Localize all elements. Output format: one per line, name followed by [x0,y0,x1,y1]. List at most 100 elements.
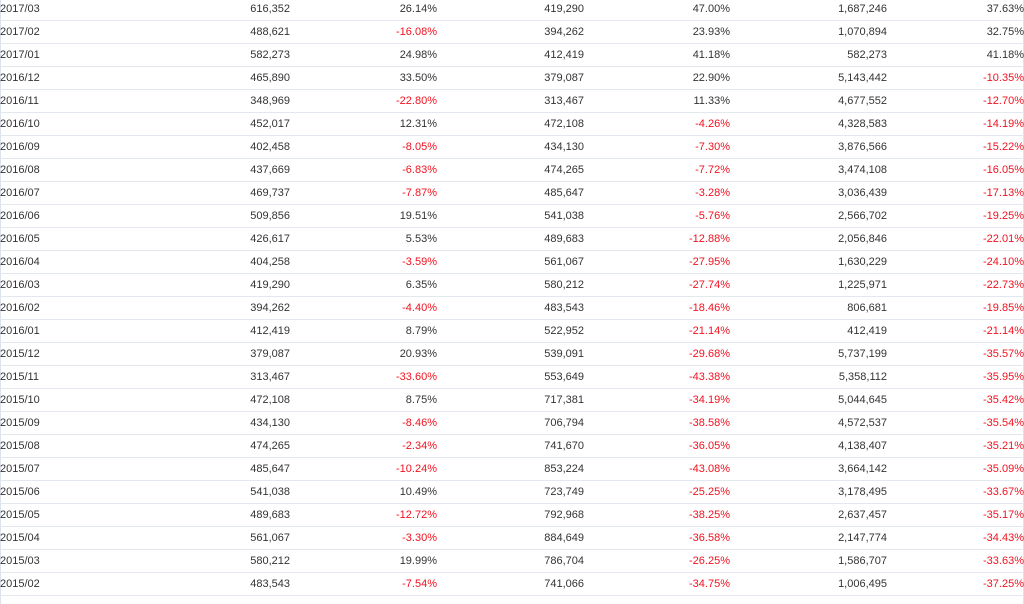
change-1-cell: 6.35% [290,273,437,297]
value-1-cell: 394,262 [120,296,290,320]
value-2-cell: 884,649 [437,526,584,550]
value-3-cell: 4,677,552 [730,89,887,113]
month-cell: 2015/11 [0,365,120,389]
change-3-cell: -21.14% [887,319,1024,343]
change-3-cell: -19.25% [887,204,1024,228]
change-1-cell: -16.08% [290,20,437,44]
change-1-cell: 24.98% [290,43,437,67]
table-row: 2015/06 541,038 10.49% 723,749 -25.25% 3,178,… [0,480,1024,504]
value-2-cell: 485,647 [437,181,584,205]
value-1-cell: 379,087 [120,342,290,366]
value-2-cell: 394,262 [437,20,584,44]
change-3-cell: -15.22% [887,135,1024,159]
value-2-cell: 379,087 [437,66,584,90]
month-cell: 2016/06 [0,204,120,228]
month-cell: 2016/03 [0,273,120,297]
value-1-cell: 580,212 [120,549,290,573]
month-cell: 2015/06 [0,480,120,504]
table-row: 2017/03 616,352 26.14% 419,290 47.00% 1,687,2… [0,0,1024,21]
change-3-cell: -33.63% [887,549,1024,573]
value-3-cell: 2,637,457 [730,503,887,527]
value-3-cell: 1,687,246 [730,0,887,21]
value-3-cell: 4,328,583 [730,112,887,136]
change-1-cell: 8.79% [290,319,437,343]
change-1-cell: -8.05% [290,135,437,159]
change-3-cell: -37.25% [887,572,1024,596]
change-1-cell: 8.75% [290,388,437,412]
change-1-cell: 26.14% [290,0,437,21]
value-2-cell: 522,952 [437,319,584,343]
change-1-cell: 20.93% [290,342,437,366]
change-3-cell: -24.10% [887,250,1024,274]
change-3-cell: -34.43% [887,526,1024,550]
value-2-cell: 412,419 [437,43,584,67]
change-3-cell: 37.63% [887,0,1024,21]
month-cell: 2015/03 [0,549,120,573]
month-cell: 2016/04 [0,250,120,274]
change-1-cell: 19.51% [290,204,437,228]
table-row: 2016/11 348,969 -22.80% 313,467 11.33% 4,677,… [0,89,1024,113]
value-3-cell: 1,225,971 [730,273,887,297]
value-3-cell: 2,566,702 [730,204,887,228]
value-3-cell: 2,056,846 [730,227,887,251]
change-2-cell: -36.05% [584,434,730,458]
change-2-cell: -34.75% [584,572,730,596]
change-3-cell: -17.13% [887,181,1024,205]
value-1-cell: 465,890 [120,66,290,90]
change-3-cell: -35.54% [887,411,1024,435]
change-1-cell: -2.34% [290,434,437,458]
change-3-cell: -35.21% [887,434,1024,458]
value-2-cell: 580,212 [437,273,584,297]
change-1-cell: -3.30% [290,526,437,550]
value-1-cell: 509,856 [120,204,290,228]
month-cell: 2015/02 [0,572,120,596]
month-cell: 2016/02 [0,296,120,320]
table-row: 2015/12 379,087 20.93% 539,091 -29.68% 5,737,… [0,342,1024,366]
change-3-cell: -12.70% [887,89,1024,113]
value-2-cell: 313,467 [437,89,584,113]
change-1-cell: 10.49% [290,480,437,504]
change-1-cell: 33.50% [290,66,437,90]
table-row: 2016/02 394,262 -4.40% 483,543 -18.46% 806,68… [0,296,1024,320]
change-1-cell: -12.72% [290,503,437,527]
value-1-cell: 485,647 [120,457,290,481]
change-1-cell: -7.54% [290,572,437,596]
value-3-cell: 582,273 [730,43,887,67]
value-1-cell: 561,067 [120,526,290,550]
month-cell: 2015/05 [0,503,120,527]
value-1-cell: 488,621 [120,20,290,44]
change-2-cell: -43.38% [584,365,730,389]
value-2-cell: 561,067 [437,250,584,274]
change-2-cell: -27.95% [584,250,730,274]
change-2-cell: 23.93% [584,20,730,44]
change-3-cell: -35.09% [887,457,1024,481]
table-row: 2015/02 483,543 -7.54% 741,066 -34.75% 1,006,… [0,572,1024,596]
table-row: 2016/09 402,458 -8.05% 434,130 -7.30% 3,876,5… [0,135,1024,159]
value-2-cell: 434,130 [437,135,584,159]
value-1-cell: 419,290 [120,273,290,297]
value-1-cell: 452,017 [120,112,290,136]
change-2-cell: 41.18% [584,43,730,67]
change-2-cell: -38.25% [584,503,730,527]
change-1-cell: -10.24% [290,457,437,481]
value-3-cell: 806,681 [730,296,887,320]
month-cell: 2015/04 [0,526,120,550]
value-3-cell: 2,147,774 [730,526,887,550]
change-1-cell: -33.60% [290,365,437,389]
table-row: 2017/01 582,273 24.98% 412,419 41.18% 582,273… [0,43,1024,67]
table-row: 2016/06 509,856 19.51% 541,038 -5.76% 2,566,7… [0,204,1024,228]
change-1-cell: -8.46% [290,411,437,435]
month-cell: 2015/09 [0,411,120,435]
month-cell: 2017/02 [0,20,120,44]
value-2-cell: 792,968 [437,503,584,527]
month-cell: 2016/08 [0,158,120,182]
month-cell: 2017/01 [0,43,120,67]
change-2-cell: -34.19% [584,388,730,412]
value-1-cell: 434,130 [120,411,290,435]
table-row: 2016/10 452,017 12.31% 472,108 -4.26% 4,328,5… [0,112,1024,136]
table-row: 2015/10 472,108 8.75% 717,381 -34.19% 5,044,6… [0,388,1024,412]
change-2-cell: -29.68% [584,342,730,366]
month-cell: 2015/10 [0,388,120,412]
value-2-cell: 489,683 [437,227,584,251]
